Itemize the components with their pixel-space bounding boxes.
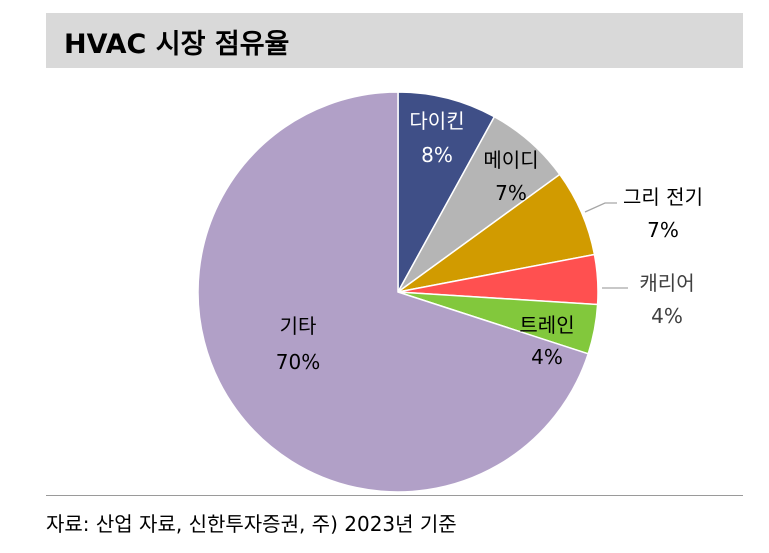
slice-value-label-1: 8%: [421, 143, 453, 167]
slice-category-label-4: 캐리어: [639, 271, 694, 295]
title-bar: HVAC 시장 점유율: [46, 13, 743, 68]
slice-value-label-2: 7%: [495, 181, 527, 205]
slice-category-label-1: 다이킨: [409, 109, 464, 133]
leader-lines: [584, 202, 628, 289]
chart-title: HVAC 시장 점유율: [64, 29, 290, 60]
source-divider: [46, 495, 743, 496]
slice-category-label-6: 기타: [280, 314, 317, 338]
pie-slice-6: [197, 91, 590, 493]
slice-category-label-5: 트레인: [519, 313, 574, 337]
pie-slices: [197, 91, 599, 493]
pie-slice-1: [397, 91, 496, 293]
slice-labels: 다이킨 8% 메이디 7% 그리 전기 7% 캐리어 4% 트레인 4% 기타 70%: [276, 109, 703, 374]
slice-value-label-5: 4%: [531, 345, 563, 369]
slice-value-label-4: 4%: [651, 304, 683, 328]
slice-value-label-6: 70%: [276, 350, 320, 374]
leader-line-3: [584, 202, 617, 213]
slice-category-label-2: 메이디: [483, 148, 538, 172]
source-note: 자료: 산업 자료, 신한투자증권, 주) 2023년 기준: [46, 512, 457, 536]
slice-category-label-3: 그리 전기: [623, 185, 703, 209]
slice-value-label-3: 7%: [647, 218, 679, 242]
